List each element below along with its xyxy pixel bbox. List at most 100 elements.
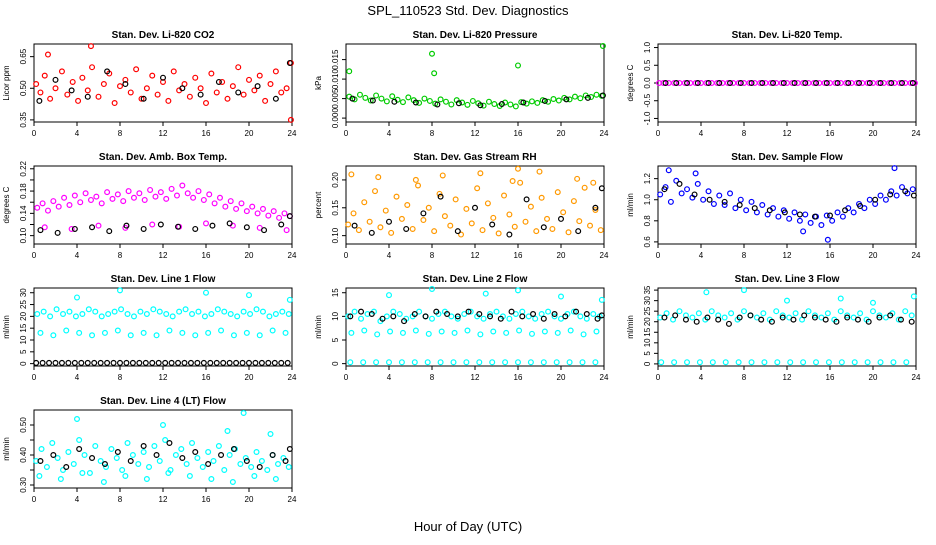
data-point (39, 359, 46, 366)
data-point (138, 95, 145, 102)
data-point (230, 332, 237, 339)
data-point (345, 221, 352, 228)
data-point (242, 455, 249, 462)
data-point (506, 315, 513, 322)
data-point (285, 464, 292, 471)
y-tick-label: 0.50 (19, 80, 28, 96)
data-point (551, 311, 558, 318)
data-point (58, 359, 65, 366)
data-point (283, 227, 290, 234)
data-point (554, 329, 561, 336)
data-point (187, 359, 194, 366)
data-point (842, 207, 849, 214)
data-point (383, 98, 390, 105)
data-point (129, 452, 136, 459)
data-point (272, 68, 279, 75)
x-tick-label: 4 (387, 129, 392, 138)
data-point (50, 198, 57, 205)
data-point (60, 467, 67, 474)
data-point (672, 312, 679, 319)
x-tick-label: 16 (514, 373, 523, 382)
data-point (347, 313, 354, 320)
data-point (226, 220, 233, 227)
x-tick-label: 0 (344, 251, 349, 260)
data-point (46, 359, 53, 366)
data-point (748, 359, 755, 366)
data-point (52, 76, 59, 83)
data-point (203, 220, 210, 227)
data-point (40, 308, 47, 315)
x-tick-label: 20 (245, 251, 254, 260)
data-point (511, 223, 518, 230)
data-point (824, 310, 831, 317)
data-point (657, 191, 664, 198)
data-point (393, 193, 400, 200)
data-point (485, 98, 492, 105)
data-point (587, 222, 594, 229)
data-point (888, 188, 895, 195)
panel-1: Stan. Dev. Li-820 CO2 Licor ppm 0 4 8 12 16 20 2… (2, 30, 297, 138)
data-point (240, 91, 247, 98)
data-point (382, 207, 389, 214)
data-point (122, 81, 129, 88)
data-point (811, 312, 818, 319)
data-point (779, 312, 786, 319)
data-point (573, 308, 580, 315)
x-tick-label: 16 (514, 251, 523, 260)
data-point (125, 188, 132, 195)
x-tick-label: 4 (387, 251, 392, 260)
data-point (514, 359, 521, 366)
data-point (375, 174, 382, 181)
data-point (178, 446, 185, 453)
data-point (54, 229, 61, 236)
data-point (163, 195, 170, 202)
data-point (844, 312, 851, 319)
data-point (909, 186, 916, 193)
data-point (256, 72, 263, 79)
data-point (163, 311, 170, 318)
data-point (123, 222, 130, 229)
data-point (206, 191, 213, 198)
data-point (194, 455, 201, 462)
plot-frame (657, 43, 917, 123)
y-tick-label: 15 (19, 323, 28, 332)
data-point (208, 476, 215, 483)
data-point (497, 315, 504, 322)
data-point (554, 189, 561, 196)
data-point (100, 479, 107, 486)
data-point (671, 359, 678, 366)
data-point (415, 182, 422, 189)
x-tick-label: 24 (912, 373, 921, 382)
data-point (477, 331, 484, 338)
y-axis-label: percent (314, 191, 323, 218)
data-point (438, 328, 445, 335)
data-point (69, 78, 76, 85)
data-point (195, 308, 202, 315)
x-tick-label: 16 (826, 251, 835, 260)
x-tick-label: 0 (32, 495, 37, 504)
data-point (368, 229, 375, 236)
data-point (358, 315, 365, 322)
y-axis-label: ml/min (626, 193, 635, 217)
x-tick-label: 4 (699, 129, 704, 138)
data-point (899, 184, 906, 191)
data-point (487, 313, 494, 320)
data-point (266, 313, 273, 320)
data-point (550, 95, 557, 102)
data-point (379, 315, 386, 322)
data-point (37, 89, 44, 96)
data-point (908, 318, 915, 325)
data-point (345, 313, 352, 320)
data-point (721, 314, 728, 321)
data-point (899, 79, 906, 86)
data-point (284, 359, 291, 366)
data-point (39, 200, 46, 207)
data-point (189, 440, 196, 447)
data-point (592, 207, 599, 214)
data-point (108, 446, 115, 453)
data-point (465, 308, 472, 315)
series-points (37, 440, 293, 471)
data-point (433, 308, 440, 315)
data-point (33, 81, 40, 88)
y-tick-label: 30 (643, 296, 652, 305)
